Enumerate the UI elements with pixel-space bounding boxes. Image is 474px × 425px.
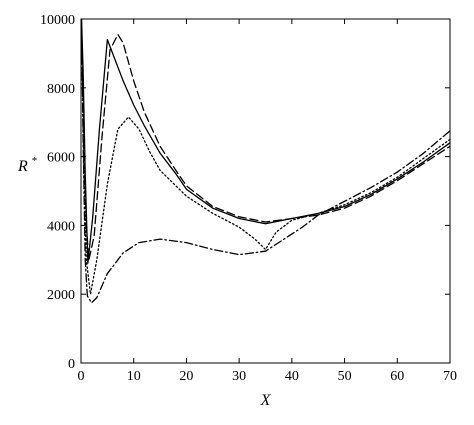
series-line-solid — [80, 18, 451, 264]
y-tick-label: 0 — [68, 357, 75, 372]
x-tick-label: 60 — [390, 369, 404, 384]
x-tick-label: 40 — [285, 369, 299, 384]
x-tick-label: 10 — [127, 369, 141, 384]
series-line-dotted — [80, 18, 451, 295]
x-tick-label: 20 — [179, 369, 193, 384]
y-tick-label: 2000 — [47, 288, 75, 303]
plot-frame — [80, 18, 451, 364]
x-tick-label: 70 — [443, 369, 457, 384]
y-axis-title-superscript: * — [32, 155, 38, 167]
x-tick-label: 50 — [338, 369, 352, 384]
x-tick-label: 30 — [232, 369, 246, 384]
series-layer — [80, 18, 451, 304]
y-tick-label: 10000 — [40, 13, 75, 28]
y-tick-label: 6000 — [47, 151, 75, 166]
x-axis: 0 10 20 30 40 50 60 70 — [78, 19, 457, 384]
x-axis-title: X — [260, 392, 272, 409]
series-line-dashdot — [80, 25, 451, 304]
y-tick-label: 8000 — [47, 82, 75, 97]
y-axis-title: R * — [17, 155, 37, 175]
y-axis-title-main: R — [17, 158, 28, 175]
x-tick-label: 0 — [78, 369, 85, 384]
y-axis: 0 2000 4000 6000 8000 10000 — [40, 13, 450, 372]
y-tick-label: 4000 — [47, 219, 75, 234]
series-line-dashed — [80, 32, 451, 261]
